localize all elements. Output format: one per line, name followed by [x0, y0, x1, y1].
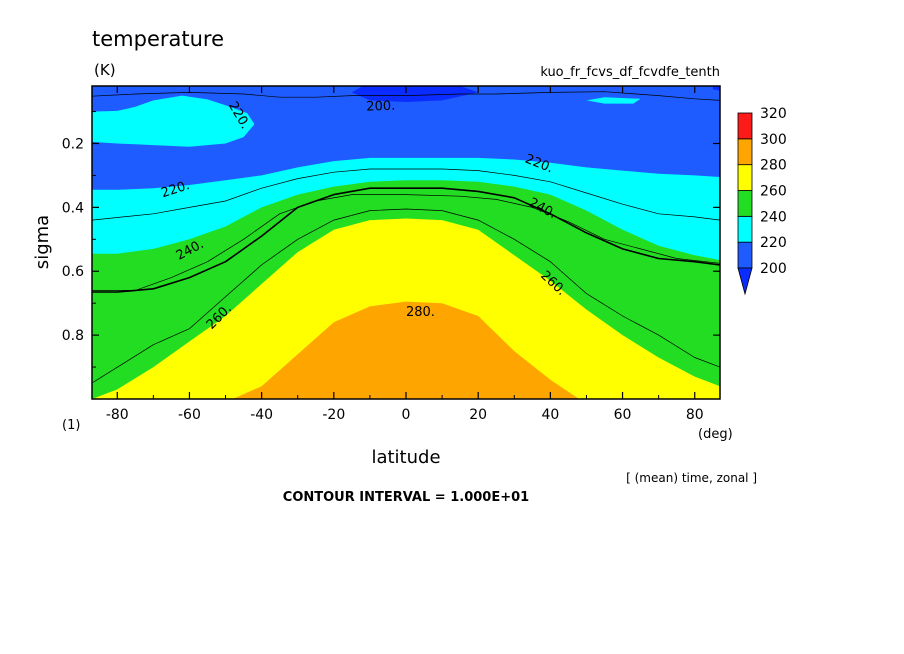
colorbar-swatch	[737, 112, 753, 140]
fill-region-5	[351, 86, 479, 102]
colorbar-level-label: 240	[760, 209, 787, 225]
x-tick-label: 80	[686, 407, 704, 423]
colorbar-swatch	[737, 215, 753, 243]
y-tick-label: 0.6	[62, 264, 84, 280]
chart-title: temperature	[92, 27, 224, 51]
colorbar-level-label: 200	[760, 261, 787, 277]
fill-region-3	[92, 95, 255, 147]
y-axis-title: sigma	[32, 215, 53, 269]
mean-note: [ (mean) time, zonal ]	[626, 471, 757, 485]
contour-label-0: 200.	[366, 99, 395, 115]
colorbar-level-label: 280	[760, 158, 787, 174]
fill-region-4	[586, 97, 641, 104]
x-tick-label: -20	[322, 407, 345, 423]
contour-line-230	[92, 168, 720, 221]
run-label: kuo_fr_fcvs_df_fcvdfe_tenth	[540, 65, 720, 80]
x-tick-label: 0	[402, 407, 411, 423]
y-unit-label: (1)	[62, 418, 80, 433]
colorbar-level-label: 300	[760, 132, 787, 148]
contour-line-250	[92, 194, 720, 291]
colorbar-swatch	[737, 190, 753, 217]
contour-interval-note: CONTOUR INTERVAL = 1.000E+01	[283, 490, 529, 505]
units-label: (K)	[94, 61, 116, 79]
x-tick-label: -80	[106, 407, 129, 423]
colorbar: 200 220 240 260 280 300 320	[737, 106, 787, 296]
y-tick-label: 0.4	[62, 200, 84, 216]
filled-contours	[92, 86, 720, 399]
x-tick-label: 40	[541, 407, 559, 423]
x-tick-label: -60	[178, 407, 201, 423]
fill-region-6	[712, 86, 720, 91]
x-axis-title: latitude	[371, 447, 440, 468]
contour-line-210	[92, 91, 720, 101]
colorbar-swatch	[737, 138, 753, 166]
colorbar-level-label: 220	[760, 235, 787, 251]
x-tick-label: 60	[614, 407, 632, 423]
colorbar-swatch	[737, 164, 753, 191]
contour-line-260	[92, 187, 720, 293]
x-unit-label: (deg)	[698, 427, 733, 442]
colorbar-swatch	[737, 241, 753, 269]
x-tick-label: -40	[250, 407, 273, 423]
contour-lines	[92, 91, 720, 384]
y-axis: 0.2 0.4 0.6 0.8	[62, 111, 720, 368]
contour-line-270	[92, 208, 720, 384]
contour-label-8: 280.	[406, 305, 435, 320]
colorbar-level-label: 320	[760, 106, 787, 122]
fill-region-9	[232, 301, 580, 399]
plot-area: 200.220.220.220.240.240.260.260. 280.	[92, 86, 720, 399]
colorbar-below-triangle	[737, 267, 753, 296]
x-axis: -80 -60 -40 -20 0 20 40 60 80	[106, 86, 704, 423]
colorbar-level-label: 260	[760, 184, 787, 200]
x-tick-label: 20	[469, 407, 487, 423]
y-tick-label: 0.8	[62, 328, 84, 344]
y-tick-label: 0.2	[62, 136, 84, 152]
